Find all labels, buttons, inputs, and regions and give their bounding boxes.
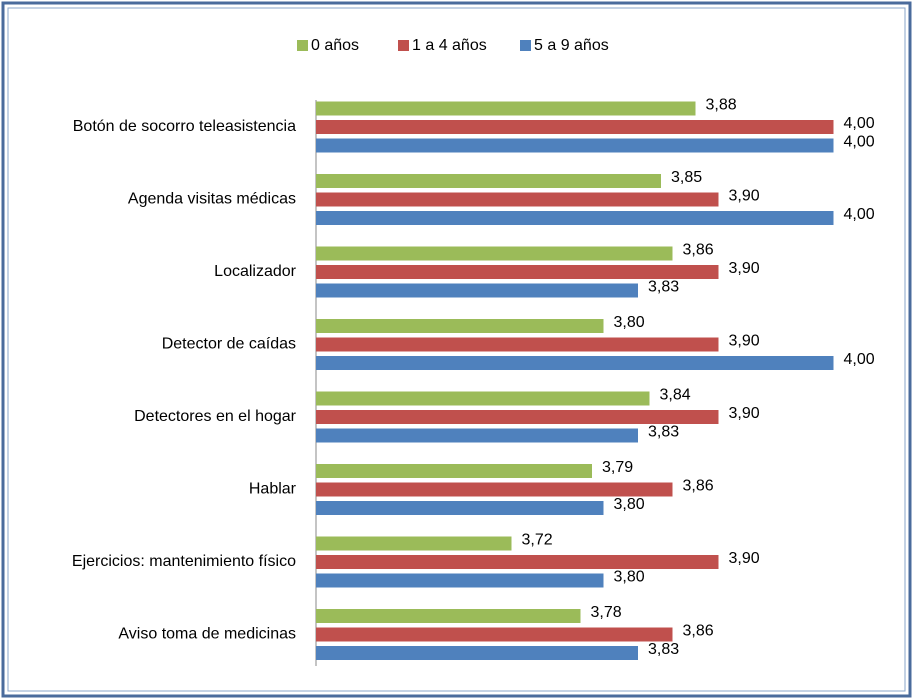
value-label: 3,86 [683,242,714,259]
category-label: Detectores en el hogar [134,408,297,425]
bar [316,120,834,134]
category-label: Detector de caídas [162,336,296,353]
value-label: 3,79 [602,459,633,476]
value-label: 3,80 [614,314,645,331]
value-label: 3,72 [522,532,553,549]
value-label: 4,00 [844,206,875,223]
bar [316,337,719,352]
bar [316,573,604,588]
legend-label: 1 a 4 años [412,37,487,54]
bar [316,536,512,551]
category-label: Botón de socorro teleasistencia [73,118,296,135]
category-label: Hablar [249,481,297,498]
bar [316,192,719,207]
bar [316,428,638,443]
legend-swatch [297,40,308,51]
value-label: 3,88 [706,97,737,114]
value-label: 3,90 [729,405,760,422]
bar [316,138,834,153]
value-label: 3,80 [614,569,645,586]
bar [316,319,604,333]
legend-swatch [398,40,409,51]
legend-label: 5 a 9 años [534,37,609,54]
value-label: 3,84 [660,387,691,404]
value-label: 3,83 [648,279,679,296]
category-label: Aviso toma de medicinas [118,626,296,643]
bar [316,246,673,261]
value-label: 4,00 [844,115,875,132]
value-label: 3,86 [683,623,714,640]
legend-swatch [520,40,531,51]
bar [316,211,834,225]
bar [316,501,604,515]
bar [316,482,673,497]
value-label: 3,90 [729,550,760,567]
bar [316,646,638,660]
value-label: 3,80 [614,496,645,513]
value-label: 3,86 [683,478,714,495]
value-label: 3,78 [591,604,622,621]
value-label: 3,83 [648,641,679,658]
value-label: 4,00 [844,351,875,368]
value-label: 3,90 [729,188,760,205]
value-label: 4,00 [844,134,875,151]
bar [316,174,661,188]
bar [316,356,834,370]
bar [316,555,719,569]
category-label: Agenda visitas médicas [128,191,296,208]
value-label: 3,90 [729,333,760,350]
legend-label: 0 años [311,37,359,54]
bar [316,265,719,279]
bar [316,627,673,642]
bar [316,283,638,298]
value-label: 3,90 [729,260,760,277]
value-label: 3,85 [671,169,702,186]
frame-inner [7,7,906,692]
category-label: Localizador [214,263,297,280]
bar [316,464,592,478]
bar [316,410,719,424]
bar [316,391,650,406]
bar [316,101,696,116]
value-label: 3,83 [648,424,679,441]
bar [316,609,581,623]
category-label: Ejercicios: mantenimiento físico [72,553,296,570]
